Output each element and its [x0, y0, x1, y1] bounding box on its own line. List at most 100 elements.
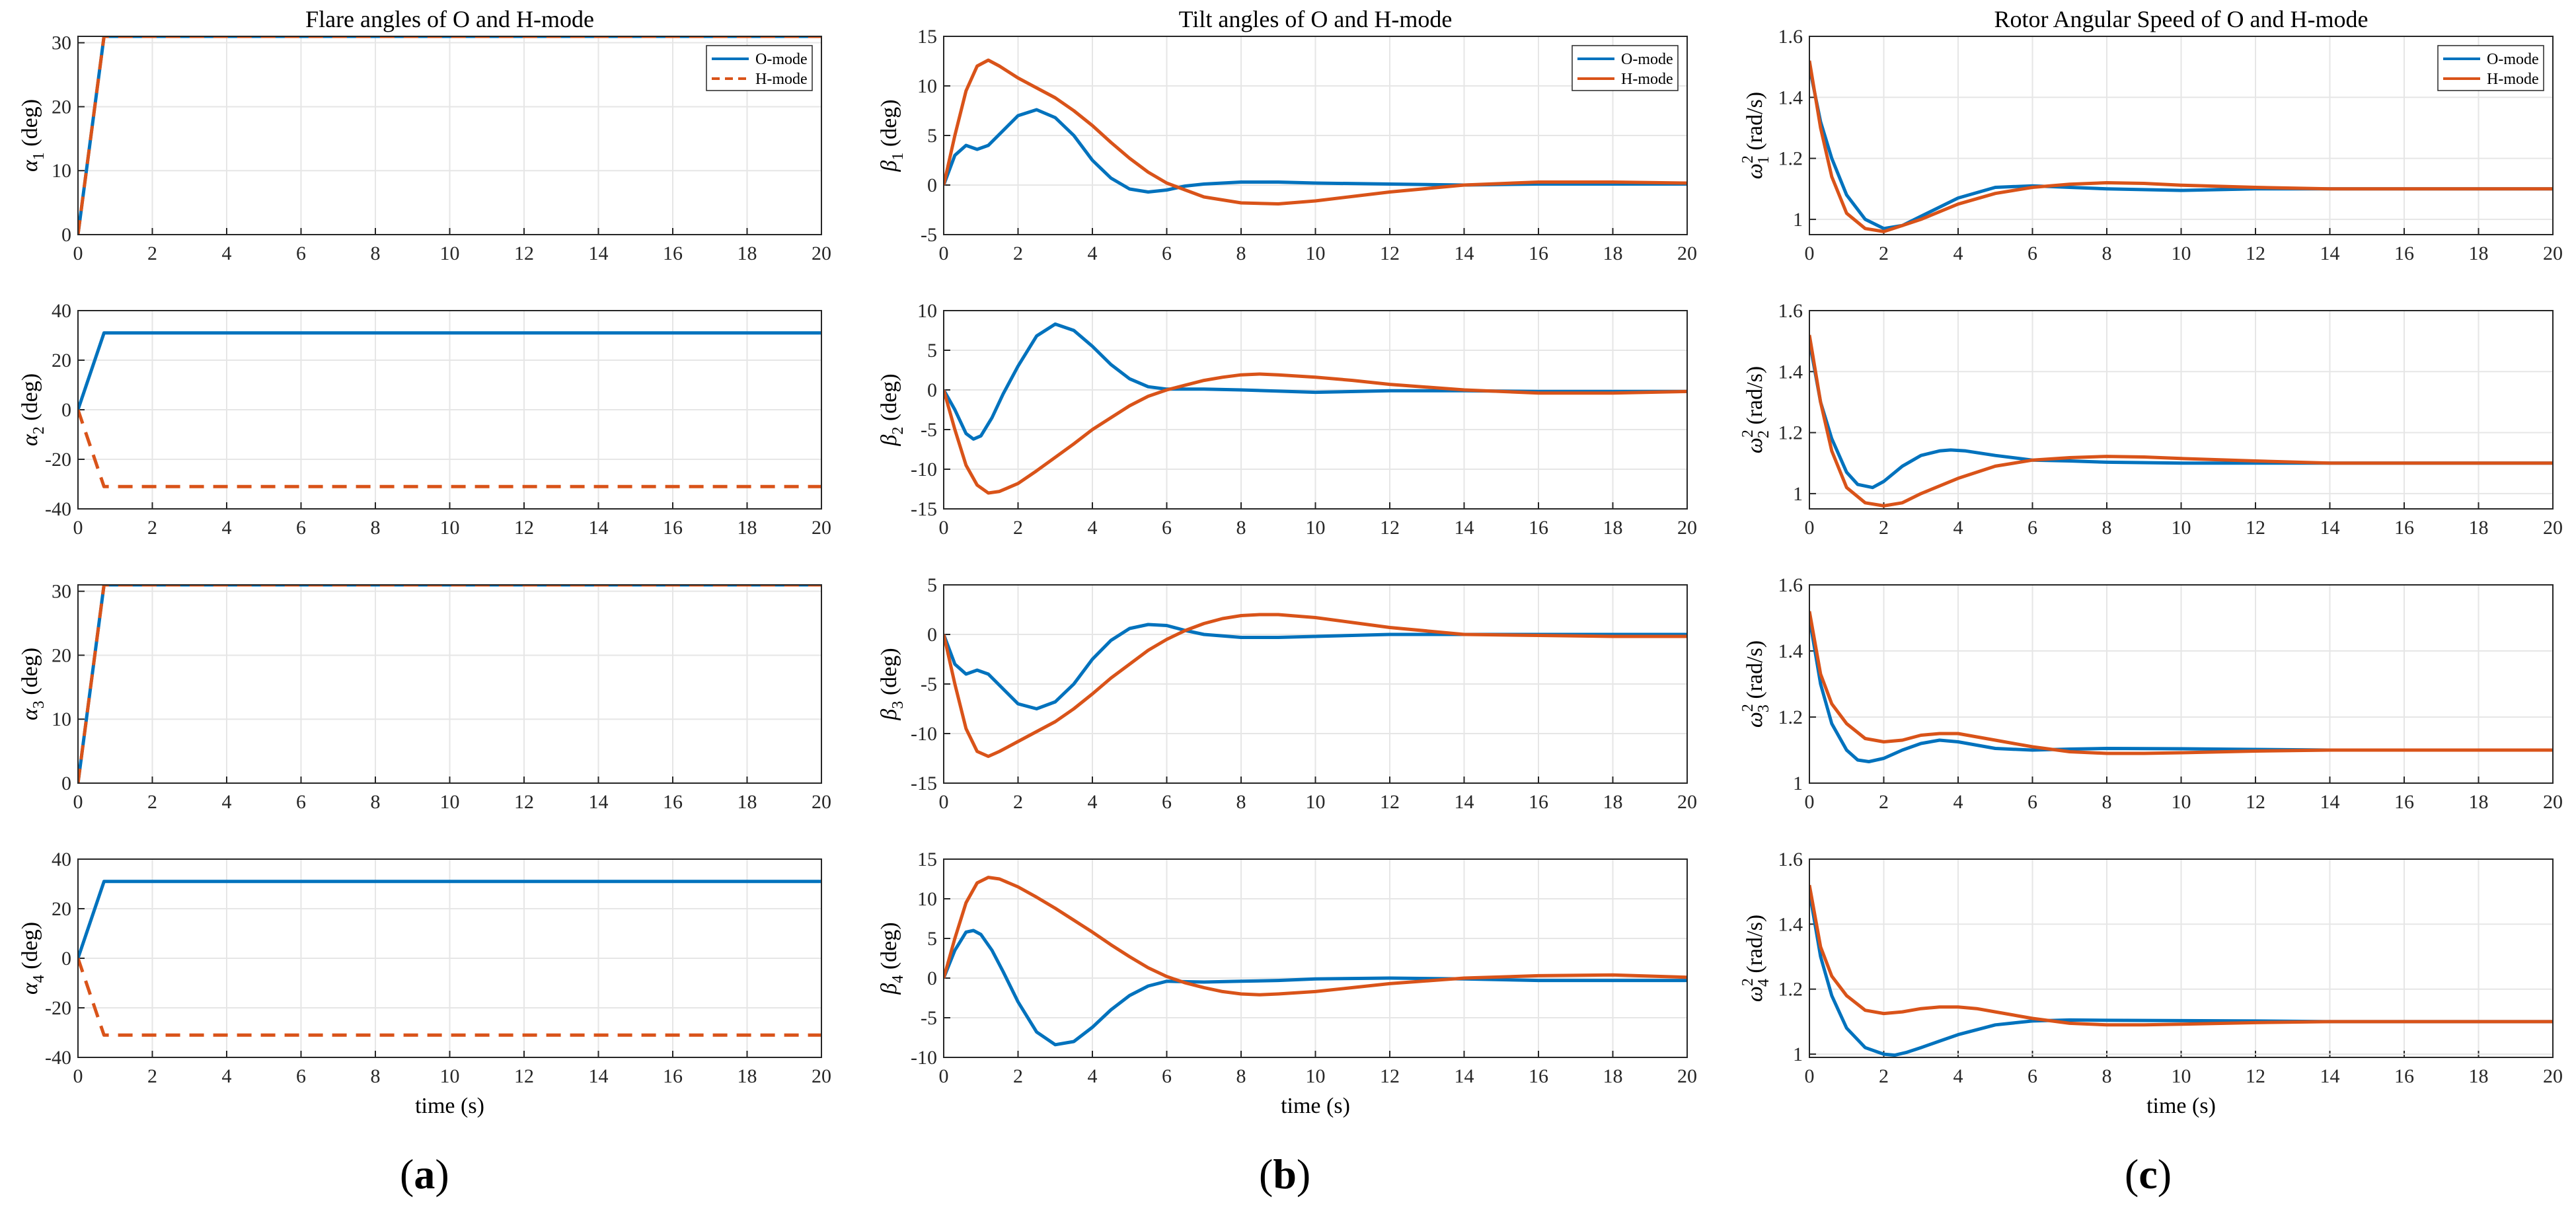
y-label-unit: (rad/s)	[1743, 640, 1767, 704]
x-tick-label: 8	[1236, 791, 1246, 813]
y-label-symbol: α	[18, 982, 42, 995]
series-o-mode	[78, 585, 821, 783]
y-label-symbol: ω	[1743, 437, 1767, 453]
x-tick-label: 12	[514, 517, 534, 539]
y-tick-label: -40	[45, 1047, 71, 1069]
x-tick-label: 8	[2102, 791, 2112, 813]
x-tick-label: 18	[1603, 243, 1623, 264]
x-tick-label: 2	[1013, 1065, 1023, 1087]
plot-frame	[943, 584, 1688, 784]
x-tick-label: 8	[371, 791, 381, 813]
y-tick-label: 20	[52, 96, 71, 118]
x-tick-label: 2	[147, 517, 157, 539]
x-tick-label: 6	[1162, 791, 1172, 813]
x-tick-label: 0	[73, 517, 83, 539]
x-tick-label: 8	[2102, 243, 2112, 264]
x-tick-label: 0	[939, 1065, 949, 1087]
x-tick-label: 12	[2246, 243, 2265, 264]
series-h-mode	[78, 409, 821, 488]
y-label-sup: 2	[1739, 978, 1757, 986]
x-tick-label: 20	[2543, 791, 2563, 813]
y-label-unit: (deg)	[877, 648, 901, 701]
x-tick-label: 8	[371, 1065, 381, 1087]
series-h-mode	[1809, 884, 2553, 1027]
y-tick-label: 1	[1793, 1044, 1803, 1065]
y-tick-label: 1.4	[1778, 640, 1803, 662]
x-tick-label: 8	[2102, 1065, 2112, 1087]
x-tick-label: 4	[1088, 243, 1098, 264]
x-tick-label: 10	[1306, 791, 1326, 813]
x-tick-label: 0	[1805, 243, 1815, 264]
x-tick-label: 20	[1677, 517, 1697, 539]
series-o-mode	[1809, 617, 2553, 763]
x-tick-label: 14	[1455, 1065, 1474, 1087]
x-tick-label: 14	[2320, 1065, 2340, 1087]
x-tick-label: 2	[1013, 791, 1023, 813]
y-axis-label: β4 (deg)	[877, 922, 907, 995]
x-tick-label: 16	[1529, 243, 1548, 264]
legend: O-mode H-mode	[706, 45, 813, 91]
y-tick-label: 10	[917, 300, 937, 322]
x-tick-label: 10	[2172, 791, 2191, 813]
y-label-sup: 2	[1739, 155, 1757, 163]
x-tick-label: 6	[1162, 1065, 1172, 1087]
series-h-mode	[1809, 611, 2553, 755]
series-h-mode	[78, 958, 821, 1037]
x-tick-label: 18	[2469, 243, 2489, 264]
series-o-mode	[944, 929, 1687, 1047]
x-tick-label: 16	[2394, 1065, 2414, 1087]
x-tick-label: 20	[2543, 243, 2563, 264]
x-tick-label: 12	[2246, 1065, 2265, 1087]
plot-frame	[1809, 858, 2554, 1058]
x-tick-label: 12	[1380, 243, 1400, 264]
y-label-sub: 3	[890, 701, 907, 709]
caption-b: (b)	[1259, 1151, 1311, 1197]
series-h-mode	[944, 372, 1687, 495]
x-tick-label: 0	[939, 791, 949, 813]
x-tick-label: 0	[1805, 1065, 1815, 1087]
x-tick-label: 20	[1677, 243, 1697, 264]
x-tick-label: 14	[1455, 791, 1474, 813]
plot-frame	[1809, 584, 2554, 784]
x-tick-label: 18	[738, 517, 757, 539]
x-tick-label: 6	[2027, 1065, 2037, 1087]
x-tick-label: 10	[440, 243, 460, 264]
y-tick-label: 30	[52, 32, 71, 54]
y-label-sup: 2	[1739, 430, 1757, 437]
x-tick-label: 14	[2320, 243, 2340, 264]
legend: O-mode H-mode	[1572, 45, 1679, 91]
x-tick-label: 2	[1879, 1065, 1889, 1087]
x-tick-label: 4	[222, 517, 232, 539]
y-tick-label: 1	[1793, 483, 1803, 505]
x-tick-label: 12	[2246, 517, 2265, 539]
legend-label-h-mode: H-mode	[1621, 71, 1673, 88]
x-tick-label: 20	[812, 791, 831, 813]
x-tick-label: 10	[1306, 517, 1326, 539]
y-label-symbol: α	[18, 434, 42, 446]
y-tick-label: 5	[927, 125, 937, 147]
y-label-sub: 3	[1755, 704, 1772, 712]
x-tick-label: 6	[1162, 243, 1172, 264]
x-tick-label: 14	[1455, 517, 1474, 539]
x-tick-label: 10	[2172, 517, 2191, 539]
caption-a: (a)	[400, 1151, 449, 1197]
series-o-mode	[78, 880, 821, 959]
chart-alpha3: 0 2 4 6 8 10 12 14 16 18 20 0 10 20 30 α3 (deg)	[18, 581, 831, 813]
y-tick-label: -10	[911, 723, 937, 745]
x-tick-label: 18	[738, 243, 757, 264]
y-tick-label: 1.2	[1778, 706, 1803, 728]
x-tick-label: 2	[147, 1065, 157, 1087]
y-axis-label: α1 (deg)	[18, 99, 48, 172]
y-tick-label: 20	[52, 350, 71, 371]
legend-label-o-mode: O-mode	[1621, 51, 1673, 68]
x-tick-label: 16	[663, 243, 683, 264]
x-tick-label: 10	[440, 791, 460, 813]
y-label-sub: 4	[30, 975, 48, 983]
y-tick-label: -20	[45, 449, 71, 471]
y-label-symbol: β	[877, 983, 901, 995]
x-tick-label: 8	[2102, 517, 2112, 539]
x-tick-label: 14	[2320, 791, 2340, 813]
